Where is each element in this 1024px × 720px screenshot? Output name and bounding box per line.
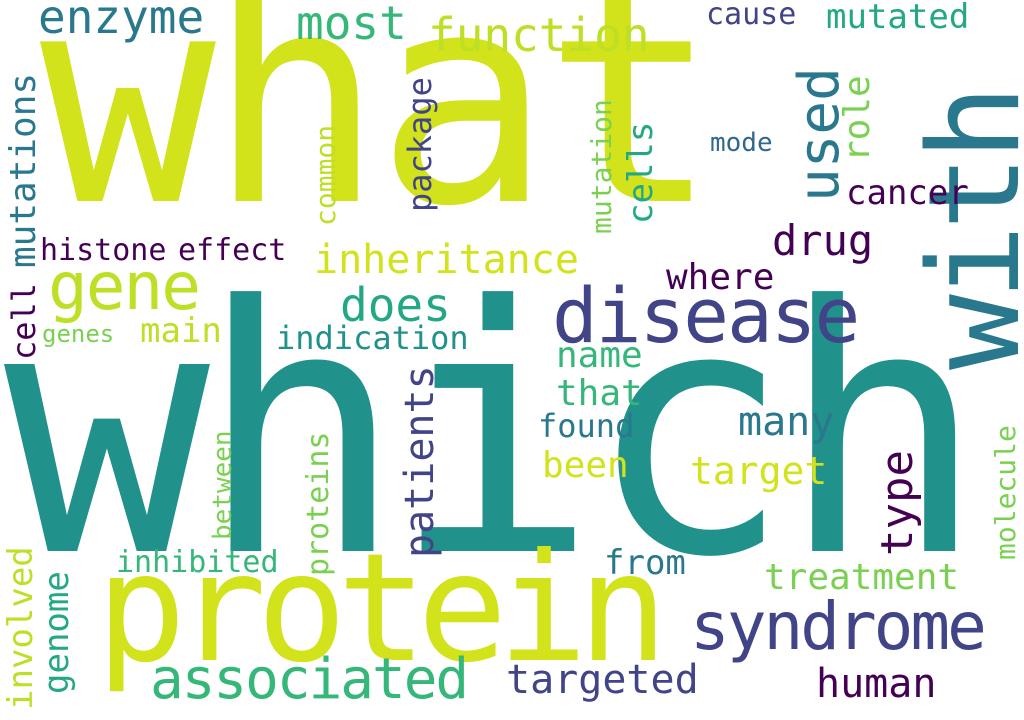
word-genes: genes bbox=[42, 320, 115, 348]
word-genome: genome bbox=[37, 571, 77, 694]
word-proteins: proteins bbox=[301, 431, 336, 577]
word-cause: cause bbox=[706, 0, 797, 32]
word-mutated: mutated bbox=[826, 0, 970, 37]
word-disease: disease bbox=[552, 271, 860, 360]
word-cells: cells bbox=[621, 121, 661, 224]
word-human: human bbox=[816, 661, 937, 707]
word-where: where bbox=[666, 257, 775, 298]
word-function: function bbox=[428, 8, 650, 62]
word-targeted: targeted bbox=[506, 657, 699, 703]
word-inhibited: inhibited bbox=[116, 545, 279, 580]
word-role: role bbox=[837, 75, 878, 162]
word-gene: gene bbox=[48, 248, 201, 325]
word-been: been bbox=[542, 445, 629, 486]
word-main: main bbox=[140, 311, 222, 351]
word-involved: involved bbox=[1, 546, 41, 710]
word-that: that bbox=[556, 373, 643, 414]
word-many: many bbox=[738, 399, 835, 445]
word-associated: associated bbox=[150, 647, 469, 712]
word-with: with bbox=[901, 90, 1024, 370]
word-mutations: mutations bbox=[3, 72, 44, 268]
word-mutation: mutation bbox=[585, 99, 618, 234]
word-what: what bbox=[40, 0, 719, 270]
word-mode: mode bbox=[710, 128, 773, 158]
word-inheritance: inheritance bbox=[314, 237, 579, 283]
word-type: type bbox=[872, 450, 923, 556]
word-between: between bbox=[208, 430, 238, 540]
word-target: target bbox=[690, 449, 828, 493]
word-indication: indication bbox=[276, 319, 469, 357]
word-protein: protein bbox=[96, 522, 668, 696]
word-found: found bbox=[538, 407, 635, 445]
word-syndrome: syndrome bbox=[690, 588, 987, 665]
word-does: does bbox=[340, 278, 451, 332]
word-which: which bbox=[4, 234, 986, 632]
word-patients: patients bbox=[397, 365, 443, 558]
word-treatment: treatment bbox=[764, 557, 960, 598]
word-most: most bbox=[296, 0, 407, 50]
word-drug: drug bbox=[772, 216, 874, 265]
word-name: name bbox=[556, 335, 643, 376]
word-package: package bbox=[401, 77, 439, 212]
word-effect: effect bbox=[178, 233, 287, 268]
word-molecule: molecule bbox=[989, 425, 1022, 560]
word-enzyme: enzyme bbox=[38, 0, 205, 44]
word-common: common bbox=[309, 124, 342, 226]
word-histone: histone bbox=[40, 233, 167, 268]
word-cell: cell bbox=[5, 282, 43, 360]
word-cancer: cancer bbox=[846, 173, 969, 213]
word-from: from bbox=[604, 543, 686, 583]
